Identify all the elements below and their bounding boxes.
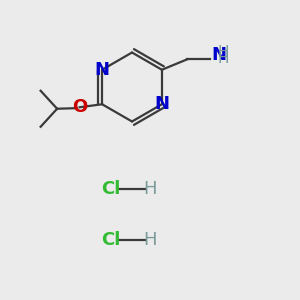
Text: N: N [94, 61, 110, 79]
Text: N: N [212, 46, 226, 64]
Text: H: H [218, 51, 230, 66]
Text: H: H [218, 44, 230, 59]
Text: O: O [72, 98, 87, 116]
Text: Cl: Cl [101, 231, 121, 249]
Text: Cl: Cl [101, 180, 121, 198]
Text: N: N [154, 95, 169, 113]
Text: H: H [143, 180, 157, 198]
Text: H: H [143, 231, 157, 249]
